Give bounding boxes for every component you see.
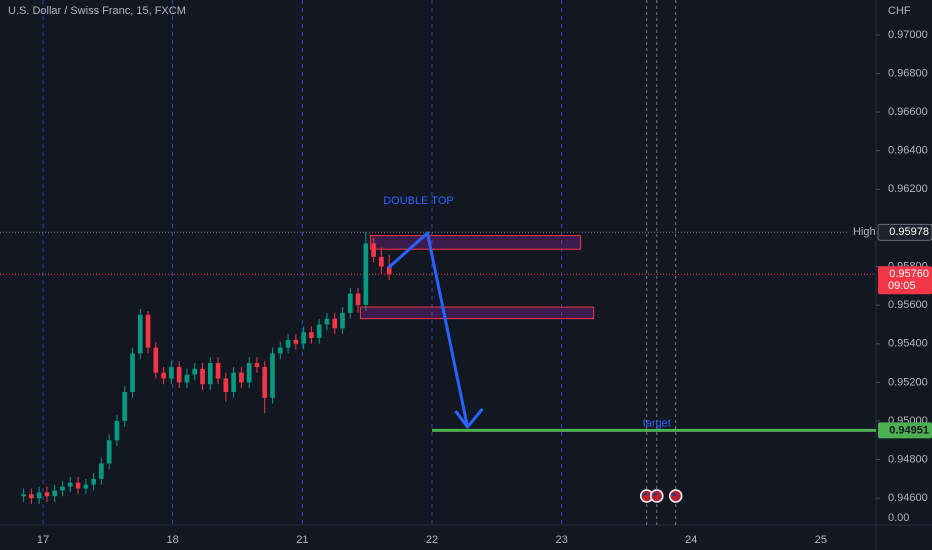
y-tick-label: 0.94600 (888, 492, 928, 504)
event-icon-flag (671, 493, 676, 496)
candle-body (91, 478, 96, 485)
candle-body (153, 347, 159, 373)
candle-body (44, 492, 50, 497)
candle-body (207, 363, 213, 385)
candle-body (114, 420, 120, 441)
y-tick-label: 0.94800 (888, 453, 928, 465)
candle-body (309, 332, 314, 338)
candle-body (347, 293, 353, 313)
candle-body (192, 368, 198, 375)
y-tick-label: 0.96600 (888, 106, 928, 118)
candle-body (262, 366, 268, 398)
candle-body (169, 366, 174, 379)
candle-body (145, 314, 151, 348)
high-label-value-box (877, 223, 932, 241)
candle-body (254, 363, 260, 367)
candle-body (99, 463, 104, 479)
candle-body (29, 494, 34, 499)
candle-body (355, 293, 361, 306)
annotation: DOUBLE TOP (383, 195, 454, 207)
high-label-box (848, 224, 876, 241)
candle-body (130, 353, 135, 393)
x-tick-label: 25 (815, 534, 827, 546)
candle-body (379, 256, 384, 267)
candle-body (161, 372, 166, 379)
candle-body (316, 324, 322, 338)
y-tick-label: 0.96400 (888, 145, 928, 157)
candle-body (285, 339, 291, 348)
candle-body (52, 490, 58, 497)
candle-body (75, 482, 81, 489)
candle-body (239, 372, 244, 383)
zone (359, 306, 595, 320)
high-label-value: 0.95978 (889, 226, 929, 238)
candle-body (36, 492, 42, 499)
arrow-head (454, 407, 484, 429)
volume-tick-label: 0.00 (888, 512, 909, 524)
target-label-box (878, 422, 932, 439)
event-icon-flag (642, 493, 647, 496)
x-tick-label: 17 (37, 534, 49, 546)
x-tick-label: 23 (555, 534, 567, 546)
candle-body (371, 243, 376, 257)
candle-body (67, 482, 73, 487)
candle-body (277, 347, 283, 354)
x-tick-label: 22 (426, 534, 438, 546)
candle-body (293, 339, 299, 344)
candle-body (215, 363, 221, 379)
candle-body (386, 266, 392, 275)
candle-body (60, 486, 65, 491)
candle-body (332, 318, 338, 329)
high-label-text: High (853, 226, 876, 238)
zone (369, 235, 582, 250)
candle-body (200, 368, 205, 385)
candle-body (137, 314, 143, 354)
candle-body (106, 440, 112, 464)
countdown: 09:05 (888, 280, 916, 292)
candle-body (223, 378, 229, 393)
candle-body (340, 312, 345, 329)
chart-title: U.S. Dollar / Swiss Franc, 15, FXCM (8, 5, 186, 17)
candle-body (184, 374, 190, 383)
arrow (387, 231, 469, 428)
x-tick-label: 18 (167, 534, 179, 546)
candle-body (176, 366, 182, 383)
candle-body (324, 318, 330, 325)
candle-body (270, 353, 275, 398)
y-tick-label: 0.95200 (888, 376, 928, 388)
x-tick-label: 24 (685, 534, 697, 546)
candle-body (231, 372, 236, 393)
y-tick-label: 0.95600 (888, 299, 928, 311)
currency: CHF (888, 5, 911, 17)
x-tick-label: 21 (296, 534, 308, 546)
candle-body (122, 392, 128, 421)
y-tick-label: 0.97000 (888, 29, 928, 41)
candle-body (21, 494, 26, 497)
event-icon-flag (652, 493, 657, 496)
y-tick-label: 0.96200 (888, 183, 928, 195)
candle-body (83, 484, 89, 489)
y-tick-label: 0.96800 (888, 67, 928, 79)
y-tick-label: 0.95400 (888, 338, 928, 350)
candle-body (246, 363, 252, 383)
candle-body (363, 243, 369, 306)
target-text: target (643, 417, 671, 429)
target-label: 0.94951 (889, 424, 929, 436)
last-price-label: 0.95760 (889, 268, 929, 280)
candle-body (301, 332, 306, 344)
last-price-box (878, 266, 932, 295)
